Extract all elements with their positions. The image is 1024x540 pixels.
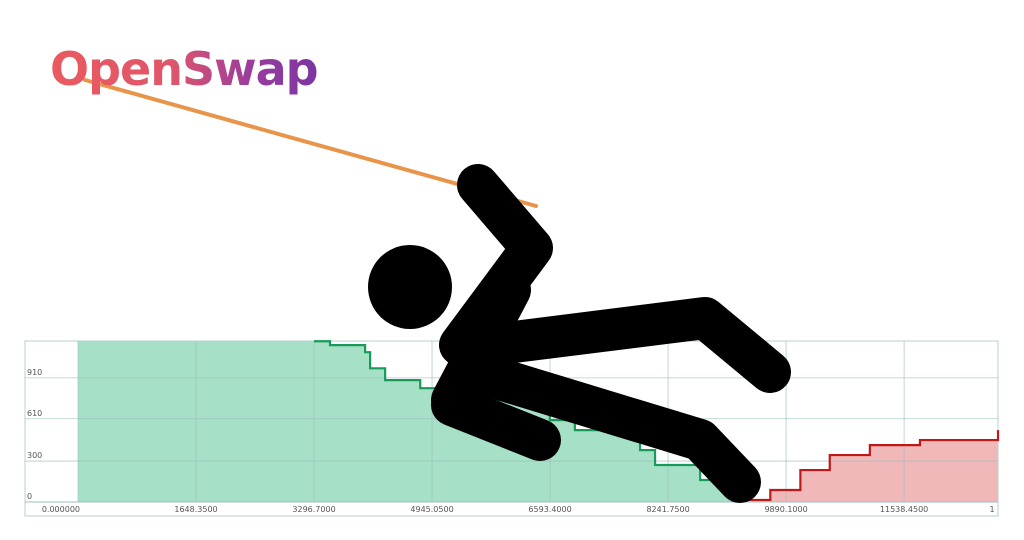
x-tick-label: 3296.7000	[292, 505, 335, 514]
x-tick-label: 9890.1000	[764, 505, 807, 514]
figure-leg-right	[449, 349, 761, 503]
x-tick-label: 1648.3500	[174, 505, 217, 514]
x-tick-label: 1	[989, 505, 994, 514]
series-area-asks	[745, 430, 998, 502]
openswap-logo: OpenSwap	[50, 42, 319, 96]
figure-leg-left	[431, 384, 561, 461]
x-tick-label: 4945.0500	[410, 505, 453, 514]
y-tick-label: 300	[27, 451, 42, 460]
y-tick-label: 0	[27, 492, 32, 501]
series-area-bids	[78, 341, 741, 502]
x-tick-label: 8241.7500	[646, 505, 689, 514]
falling-stick-figure	[368, 164, 791, 503]
y-tick-label: 910	[27, 368, 42, 377]
x-tick-label: 6593.4000	[528, 505, 571, 514]
y-tick-label: 610	[27, 409, 42, 418]
figure-head	[368, 245, 452, 329]
x-tick-label: 11538.4500	[880, 505, 928, 514]
figure-arm-right	[469, 297, 791, 393]
x-tick-label: 0.000000	[42, 505, 80, 514]
series-line-asks	[745, 430, 1000, 502]
